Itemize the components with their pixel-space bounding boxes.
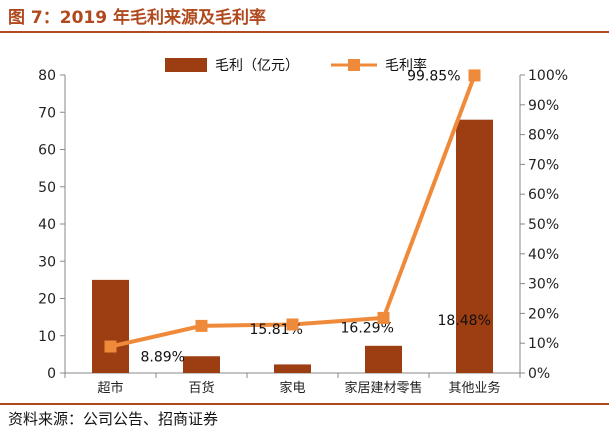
y-right-tick-label: 20% [528,306,559,322]
bar-mark [365,345,402,373]
y-right-tick-label: 70% [528,157,559,173]
x-category-label: 家居建材零售 [344,380,422,396]
legend-bar-label: 毛利（亿元） [215,58,299,74]
y-left-tick-label: 40 [38,217,56,233]
y-right-tick-label: 80% [528,128,559,144]
y-right-tick-label: 40% [528,247,559,263]
y-left-tick-label: 50 [38,180,56,196]
title-divider [0,31,609,33]
line-point-marker [377,311,390,324]
x-category-label: 百货 [188,380,214,396]
line-point-marker [286,318,299,331]
y-right-tick-label: 100% [528,68,568,84]
line-point-marker [468,69,481,82]
combo-chart: 0 10 20 30 40 50 60 70 80 0% 10% 20% 30% 40% 50% 60% 70%… [38,57,568,396]
bar-mark [456,119,493,373]
line-point-marker [104,340,117,353]
legend: 毛利（亿元） 毛利率 [165,57,427,74]
y-left-tick-label: 30 [38,254,56,270]
y-left-tick-label: 0 [47,366,56,382]
legend-line-marker [348,59,360,71]
y-left-tick-label: 20 [38,292,56,308]
y-right-tick-label: 30% [528,277,559,293]
y-left-tick-label: 10 [38,329,56,345]
margin-rate-line [110,74,477,349]
y-right-tick-label: 90% [528,98,559,114]
x-category-label: 家电 [279,380,305,396]
bar-mark [92,279,129,373]
data-label: 99.85% [407,68,460,84]
data-label: 8.89% [141,350,185,366]
bar-mark [183,356,220,373]
y-left-tick-label: 70 [38,105,56,121]
x-category-label: 超市 [97,380,123,396]
bar-mark [274,364,311,373]
y-right-tick-label: 10% [528,336,559,352]
y-right-tick-label: 60% [528,187,559,203]
data-label: 18.48% [438,313,491,329]
y-right-tick-label: 0% [528,366,550,382]
figure-title: 图 7：2019 年毛利来源及毛利率 [8,8,266,28]
source-divider [0,403,609,405]
line-point-marker [195,319,208,332]
y-left-tick-label: 60 [38,143,56,159]
y-right-tick-label: 50% [528,217,559,233]
y-left-tick-label: 80 [38,68,56,84]
source-note: 资料来源：公司公告、招商证券 [8,410,219,428]
data-label: 16.29% [341,320,394,336]
x-category-label: 其他业务 [448,380,500,396]
legend-line-label: 毛利率 [385,57,427,74]
legend-bar-swatch [165,58,207,72]
